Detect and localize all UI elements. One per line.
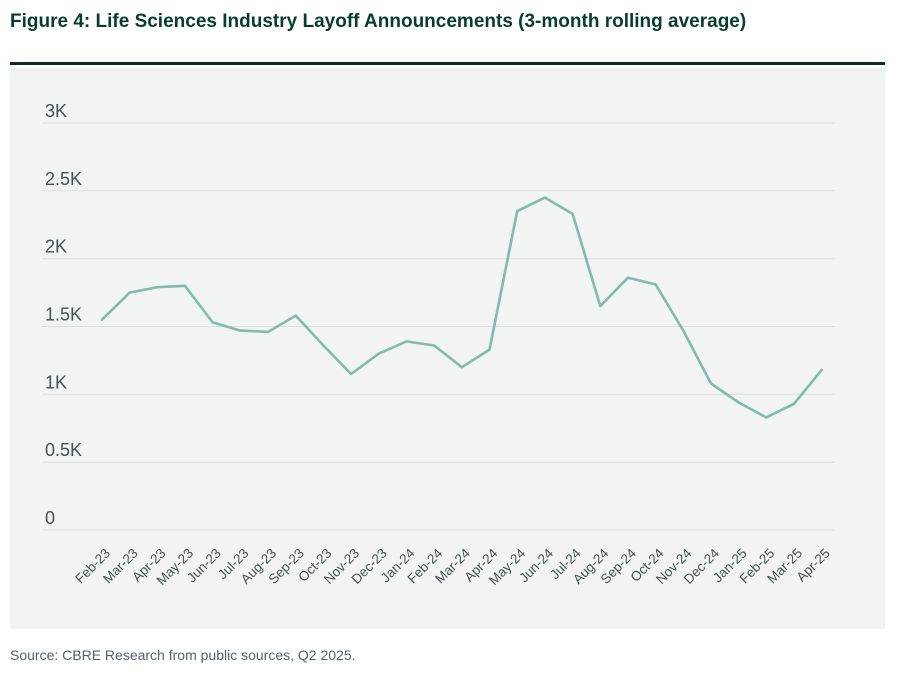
y-axis-tick-label: 0.5K	[45, 440, 82, 460]
layoff-chart: 00.5K1K1.5K2K2.5K3KFeb-23Mar-23Apr-23May…	[10, 68, 885, 629]
y-axis-tick-label: 1.5K	[45, 305, 82, 325]
y-axis-tick-label: 0	[45, 508, 55, 528]
chart-panel: 00.5K1K1.5K2K2.5K3KFeb-23Mar-23Apr-23May…	[10, 68, 885, 629]
y-axis-tick-label: 2.5K	[45, 169, 82, 189]
y-axis-tick-label: 2K	[45, 237, 67, 257]
title-rule	[10, 62, 885, 65]
y-axis-tick-label: 1K	[45, 372, 67, 392]
figure-title: Figure 4: Life Sciences Industry Layoff …	[10, 11, 746, 33]
trend-line	[102, 198, 822, 418]
source-note: Source: CBRE Research from public source…	[10, 647, 356, 663]
y-axis-tick-label: 3K	[45, 101, 67, 121]
